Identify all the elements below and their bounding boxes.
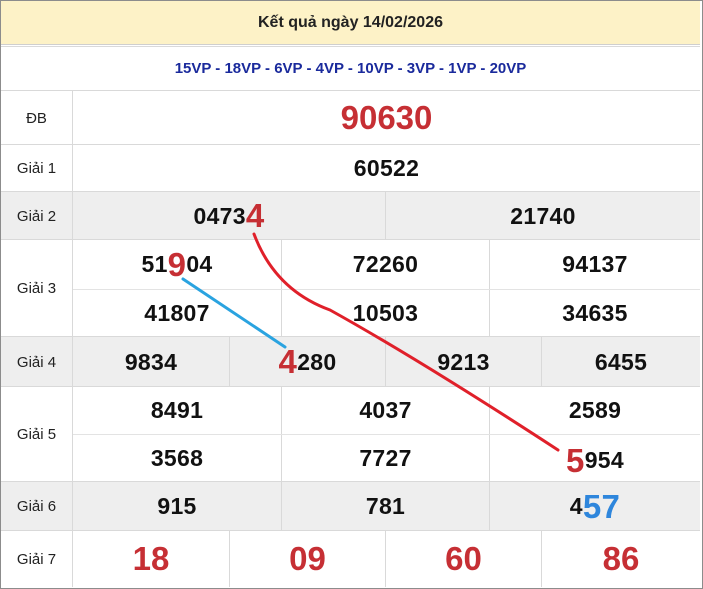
g7-divider-2 <box>385 531 386 587</box>
g6-value-c-pre: 4 <box>569 493 583 519</box>
g3-value-d: 41807 <box>144 300 210 326</box>
g5-value-f: 5 954 <box>490 435 700 482</box>
g3-value-a-post: 04 <box>186 251 213 277</box>
g7-value-a: 18 <box>132 540 170 577</box>
row-g1 <box>1 145 700 192</box>
g3-value-c: 94137 <box>562 251 628 277</box>
g6-value-c: 4 57 <box>490 482 700 531</box>
g4-value-b-highlight: 4 <box>278 343 298 380</box>
results-title: Kết quả ngày 14/02/2026 <box>1 1 700 45</box>
g7-value-b: 09 <box>289 540 326 577</box>
label-g6: Giải 6 <box>16 498 57 515</box>
g2-value-1-pre: 0473 <box>193 202 246 229</box>
g4-value-b-post: 280 <box>297 348 337 375</box>
g7-divider-1 <box>229 531 230 587</box>
row-g6 <box>1 482 700 531</box>
g2-value-1: 0473 4 <box>73 192 385 240</box>
g6-divider-1 <box>281 482 282 531</box>
g4-value-c: 9213 <box>437 348 490 375</box>
g1-value: 60522 <box>353 155 420 181</box>
label-db: ĐB <box>26 109 47 127</box>
g3-value-b: 72260 <box>352 251 419 277</box>
label-g4: Giải 4 <box>16 353 57 371</box>
g5-value-c: 2589 <box>568 397 622 423</box>
g4-value-b: 4 280 <box>230 337 385 387</box>
prize-codes: 15VP - 18VP - 6VP - 4VP - 10VP - 3VP - 1… <box>174 59 527 77</box>
g6-value-a: 915 <box>157 493 197 519</box>
g3-value-f: 34635 <box>562 300 628 326</box>
g5-value-a: 8491 <box>150 397 204 423</box>
g6-value-b: 781 <box>365 493 406 519</box>
special-prize-value: 90630 <box>340 99 433 136</box>
row-g5 <box>1 387 700 482</box>
codes-row <box>1 46 700 91</box>
g7-value-c: 60 <box>445 540 482 577</box>
g2-value-2: 21740 <box>510 202 576 229</box>
g4-value-a: 9834 <box>124 348 178 375</box>
g2-value-1-highlight: 4 <box>245 197 265 234</box>
label-g2: Giải 2 <box>16 207 57 225</box>
g3-value-a-highlight: 9 <box>167 245 187 283</box>
g7-value-d: 86 <box>602 540 640 577</box>
label-g3: Giải 3 <box>16 280 57 297</box>
g5-value-f-highlight: 5 <box>566 441 585 479</box>
g6-divider-2 <box>489 482 490 531</box>
g5-value-d: 3568 <box>150 445 204 471</box>
label-g7: Giải 7 <box>16 550 57 568</box>
g5-value-e: 7727 <box>359 445 412 471</box>
g7-divider-3 <box>541 531 542 587</box>
label-divider <box>72 91 73 587</box>
g4-value-d: 6455 <box>594 348 648 375</box>
label-g1: Giải 1 <box>16 160 57 177</box>
g2-divider <box>385 192 386 240</box>
g5-value-b: 4037 <box>359 397 412 423</box>
g6-value-c-highlight: 57 <box>582 487 621 525</box>
row-db <box>1 91 700 145</box>
g4-divider-1 <box>229 337 230 387</box>
g3-value-e: 10503 <box>352 300 419 326</box>
g3-value-a: 51 9 04 <box>73 240 281 289</box>
g5-value-f-post: 954 <box>584 447 624 473</box>
g3-value-a-pre: 51 <box>141 251 168 277</box>
label-g5: Giải 5 <box>16 426 57 443</box>
